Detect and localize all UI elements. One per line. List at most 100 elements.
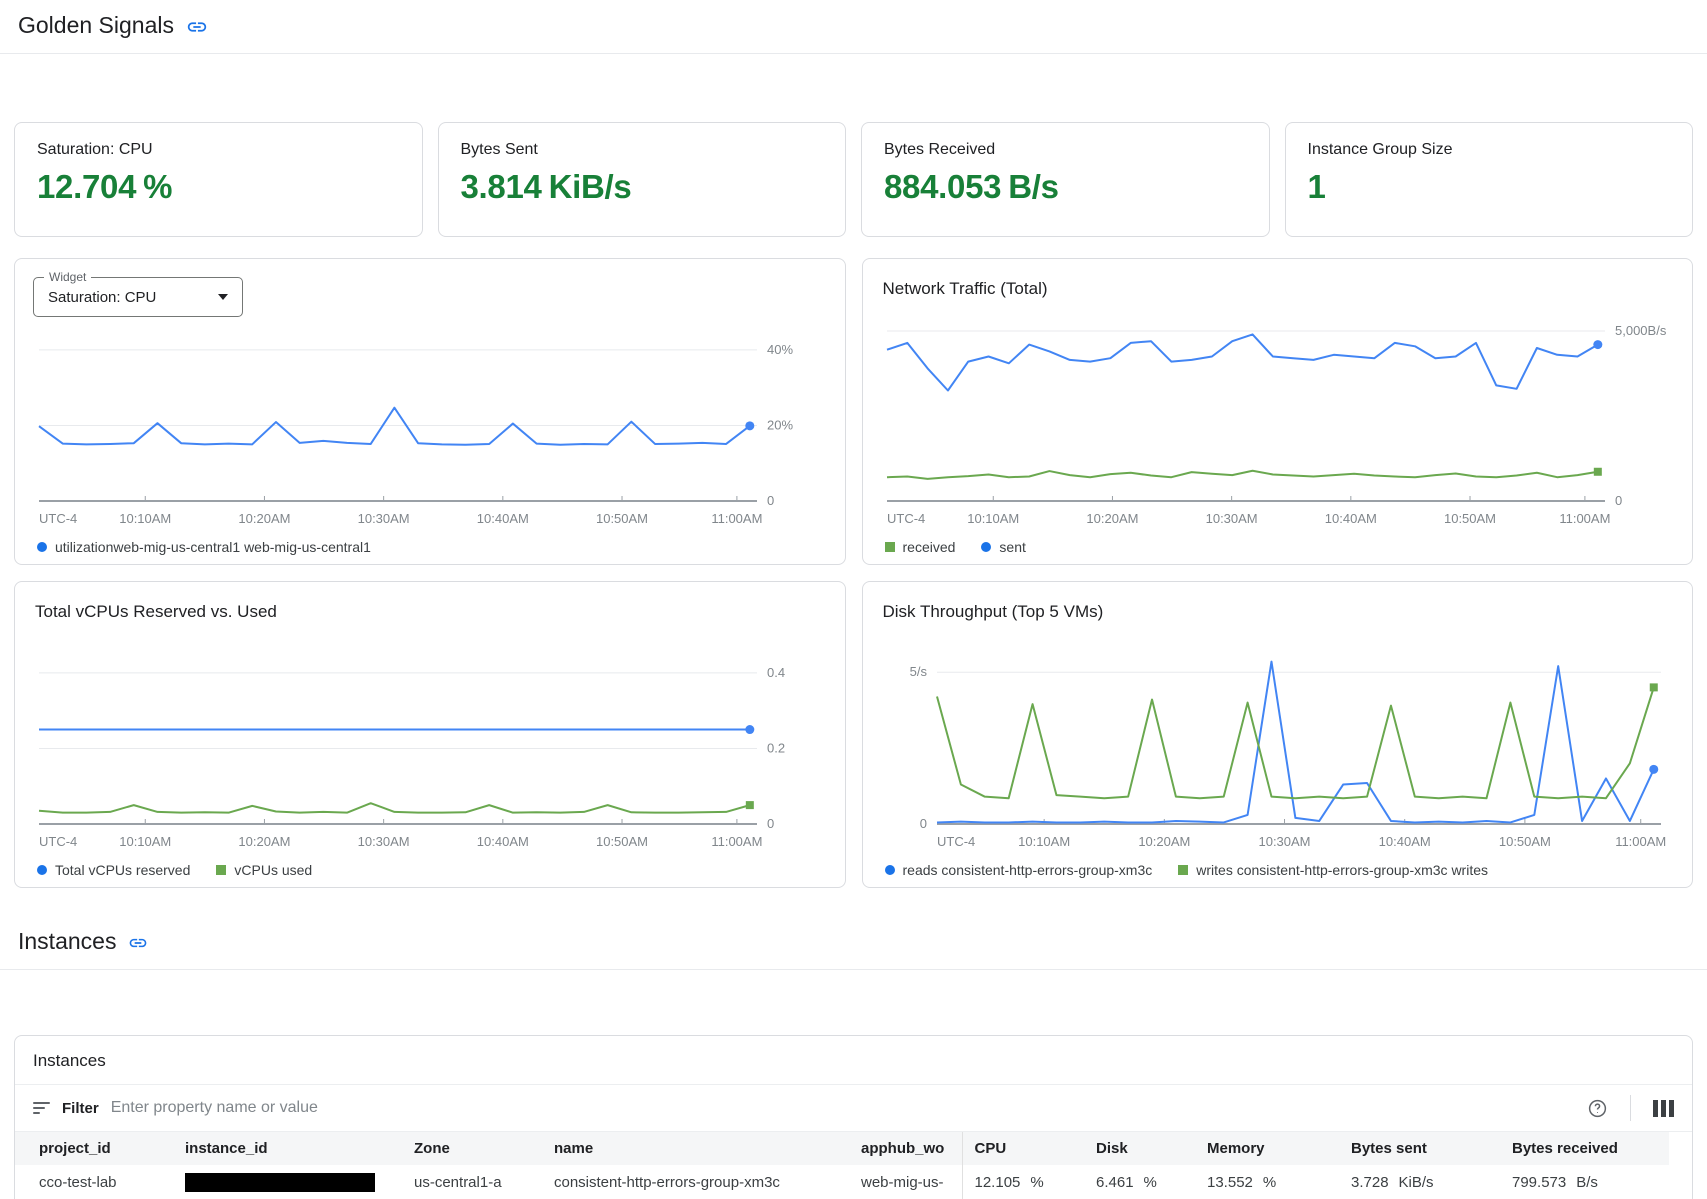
legend-label: vCPUs used [234,862,313,878]
scorecard-bytes-sent: Bytes Sent 3.814 KiB/s [437,122,846,237]
svg-text:11:00AM: 11:00AM [1615,834,1666,849]
svg-text:10:10AM: 10:10AM [967,511,1019,526]
cell-apphub_wo: web-mig-us- [849,1165,963,1199]
cell-CPU: 12.105% [962,1165,1084,1199]
scorecard-value: 3.814 KiB/s [460,168,632,205]
svg-text:0.2: 0.2 [767,740,785,755]
legend-square-icon [216,865,227,875]
svg-text:10:40AM: 10:40AM [477,834,529,849]
chart-title: Network Traffic (Total) [882,279,1048,298]
charts-grid: Widget Saturation: CPU 40% 20% 0 UTC-4 10:10… [14,258,1693,888]
svg-text:10:30AM: 10:30AM [1205,511,1257,526]
help-icon[interactable] [1587,1098,1608,1119]
legend-item[interactable]: Total vCPUs reserved [37,862,190,878]
column-header-Disk: Disk [1096,1140,1128,1157]
svg-text:10:10AM: 10:10AM [119,834,171,849]
svg-text:11:00AM: 11:00AM [711,834,762,849]
scorecard-label: Saturation: CPU [37,141,153,158]
svg-text:10:50AM: 10:50AM [596,834,648,849]
column-display-options-icon[interactable] [1653,1099,1674,1117]
saturation-cpu-chart[interactable]: 40% 20% 0 UTC-4 10:10AM 10:20AM 10:30AM 10:40AM… [31,321,829,533]
legend-dot-icon [37,542,47,552]
widget-select[interactable]: Widget Saturation: CPU [33,270,243,317]
svg-text:10:10AM: 10:10AM [119,511,171,526]
widget-select-floating-label: Widget [44,270,92,284]
svg-text:40%: 40% [767,342,793,357]
legend-item[interactable]: received [884,539,956,555]
svg-text:10:30AM: 10:30AM [358,834,410,849]
column-header-CPU: CPU [974,1140,1007,1157]
scorecard-unit: B/s [1008,168,1059,205]
scorecard-label: Bytes Received [884,141,996,158]
filter-icon [33,1102,50,1114]
network-traffic-chart-card: Network Traffic (Total) 5,000B/s 0 UTC-4 10… [861,258,1693,565]
legend-square-icon [1178,865,1189,875]
instances-section-title: Instances [18,928,117,954]
redacted-value [185,1173,375,1192]
chart-legend: received sent [879,533,1677,555]
page-title: Golden Signals [18,12,174,38]
svg-text:0: 0 [1615,493,1622,508]
legend-dot-icon [37,865,47,875]
cell-name: consistent-http-errors-group-xm3c [542,1165,849,1199]
legend-item[interactable]: utilizationweb-mig-us-central1 web-mig-u… [37,539,371,555]
vcpus-reserved-used-chart[interactable]: 0.4 0.2 0 UTC-4 10:10AM 10:20AM 10:30AM 10:40AM… [31,644,829,856]
legend-item[interactable]: reads consistent-http-errors-group-xm3c [884,862,1153,878]
table-header-row: project_id instance_id Zone name apphub_wo CP… [15,1132,1669,1165]
disk-throughput-chart[interactable]: 5/s 0 UTC-4 10:10AM 10:20AM 10:30AM 10:40AM 10:… [879,644,1677,856]
disk-throughput-chart-card: Disk Throughput (Top 5 VMs) 5/s 0 UTC-4 10:… [861,581,1693,888]
svg-text:UTC-4: UTC-4 [887,511,925,526]
cell-Bytes received: 799.573 B/s [1500,1165,1669,1199]
column-header-name: name [554,1140,594,1157]
column-header-instance_id: instance_id [185,1140,268,1157]
scorecard-instance-group-size: Instance Group Size 1 [1284,122,1693,237]
column-header-Bytes sent: Bytes sent [1351,1140,1427,1157]
legend-item[interactable]: sent [981,539,1026,555]
svg-text:10:50AM: 10:50AM [596,511,648,526]
legend-label: writes consistent-http-errors-group-xm3c… [1196,862,1489,878]
instances-section-header: Instances [0,916,1707,970]
svg-text:10:20AM: 10:20AM [238,834,290,849]
chart-title: Total vCPUs Reserved vs. Used [35,602,277,621]
cell-Zone: us-central1-a [402,1165,542,1199]
chart-legend: Total vCPUs reserved vCPUs used [31,856,829,878]
svg-text:10:50AM: 10:50AM [1443,511,1495,526]
svg-text:10:40AM: 10:40AM [1324,511,1376,526]
filter-input[interactable] [110,1099,1575,1117]
legend-label: reads consistent-http-errors-group-xm3c [902,862,1153,878]
column-header-Zone: Zone [414,1140,450,1157]
scorecard-value: 12.704% [37,168,173,205]
legend-item[interactable]: writes consistent-http-errors-group-xm3c… [1178,862,1488,878]
column-header-apphub_wo: apphub_wo [849,1132,963,1165]
scorecard-value: 884.053 B/s [884,168,1059,205]
legend-label: received [902,539,956,555]
svg-text:10:20AM: 10:20AM [238,511,290,526]
svg-text:10:20AM: 10:20AM [1138,834,1190,849]
dropdown-arrow-icon [218,294,228,300]
svg-text:10:40AM: 10:40AM [477,511,529,526]
legend-item[interactable]: vCPUs used [216,862,312,878]
section-link-icon[interactable] [186,16,208,38]
vcpus-chart-card: Total vCPUs Reserved vs. Used 0.4 0.2 0 UTC… [14,581,846,888]
svg-text:0: 0 [767,816,774,831]
scorecards-row: Saturation: CPU 12.704% Bytes Sent 3.814… [14,122,1693,237]
cell-Bytes sent: 3.728 KiB/s [1339,1165,1500,1199]
svg-text:11:00AM: 11:00AM [711,511,762,526]
widget-select-value: Saturation: CPU [48,288,157,306]
saturation-cpu-chart-card: Widget Saturation: CPU 40% 20% 0 UTC-4 10:10… [14,258,846,565]
golden-signals-header: Golden Signals [0,0,1707,54]
legend-label: utilizationweb-mig-us-central1 web-mig-u… [55,539,371,555]
chart-title: Disk Throughput (Top 5 VMs) [882,602,1104,621]
svg-text:0: 0 [919,816,926,831]
svg-text:UTC-4: UTC-4 [39,511,77,526]
scorecard-label: Bytes Sent [460,141,538,158]
network-traffic-chart[interactable]: 5,000B/s 0 UTC-4 10:10AM 10:20AM 10:30AM 10:40… [879,321,1677,533]
column-header-Bytes received: Bytes received [1512,1140,1618,1157]
section-link-icon[interactable] [128,933,148,953]
legend-dot-icon [884,865,895,875]
legend-dot-icon [981,542,992,552]
svg-text:5/s: 5/s [909,664,927,679]
table-filter-row: Filter [15,1085,1692,1132]
filter-label: Filter [62,1099,99,1117]
instances-table-card: Instances Filter project_id instance_id Zo… [14,1035,1693,1199]
